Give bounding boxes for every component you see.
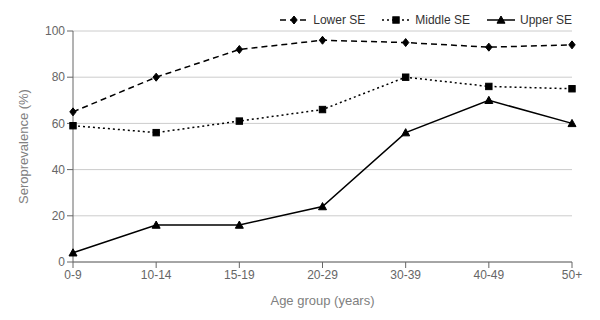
html-text:Upper SE: Upper SE (520, 13, 572, 27)
svg-text:20-29: 20-29 (307, 268, 338, 282)
svg-text:10-14: 10-14 (141, 268, 172, 282)
svg-text:0-9: 0-9 (64, 268, 82, 282)
svg-text:50+: 50+ (562, 268, 582, 282)
svg-text:15-19: 15-19 (224, 268, 255, 282)
svg-text:Age group (years): Age group (years) (270, 293, 374, 308)
html-text:Lower SE: Lower SE (313, 13, 366, 27)
svg-text:Seroprevalence (%): Seroprevalence (%) (16, 89, 31, 204)
svg-text:40: 40 (52, 163, 66, 177)
svg-text:0: 0 (58, 255, 65, 269)
svg-text:100: 100 (45, 24, 65, 38)
svg-text:20: 20 (52, 209, 66, 223)
svg-text:40-49: 40-49 (473, 268, 504, 282)
svg-text:80: 80 (52, 70, 66, 84)
html-text:Middle SE: Middle SE (415, 13, 470, 27)
svg-text:60: 60 (52, 117, 66, 131)
svg-text:30-39: 30-39 (390, 268, 421, 282)
